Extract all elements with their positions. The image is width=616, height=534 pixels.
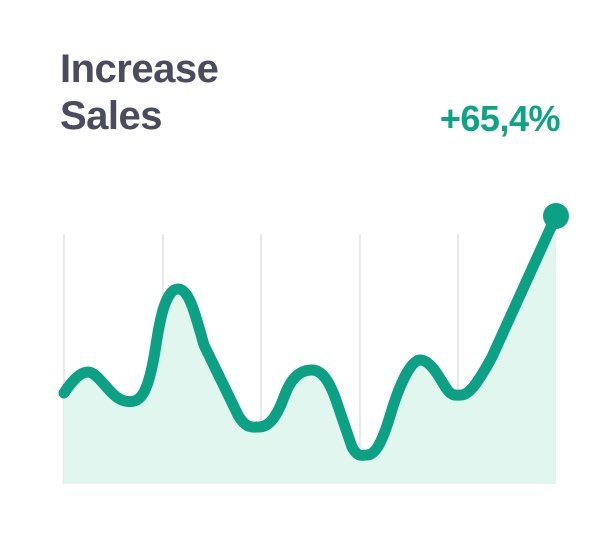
sales-area-chart — [0, 185, 616, 505]
chart-area-fill — [64, 216, 556, 484]
page-title: Increase Sales — [60, 47, 219, 139]
chart-plot-group — [58, 210, 562, 484]
card-header: Increase Sales +65,4% — [0, 0, 616, 180]
delta-percentage-badge: +65,4% — [439, 98, 561, 139]
chart-svg — [58, 203, 569, 484]
end-point-marker-icon — [543, 203, 569, 229]
chart-line — [58, 210, 562, 461]
